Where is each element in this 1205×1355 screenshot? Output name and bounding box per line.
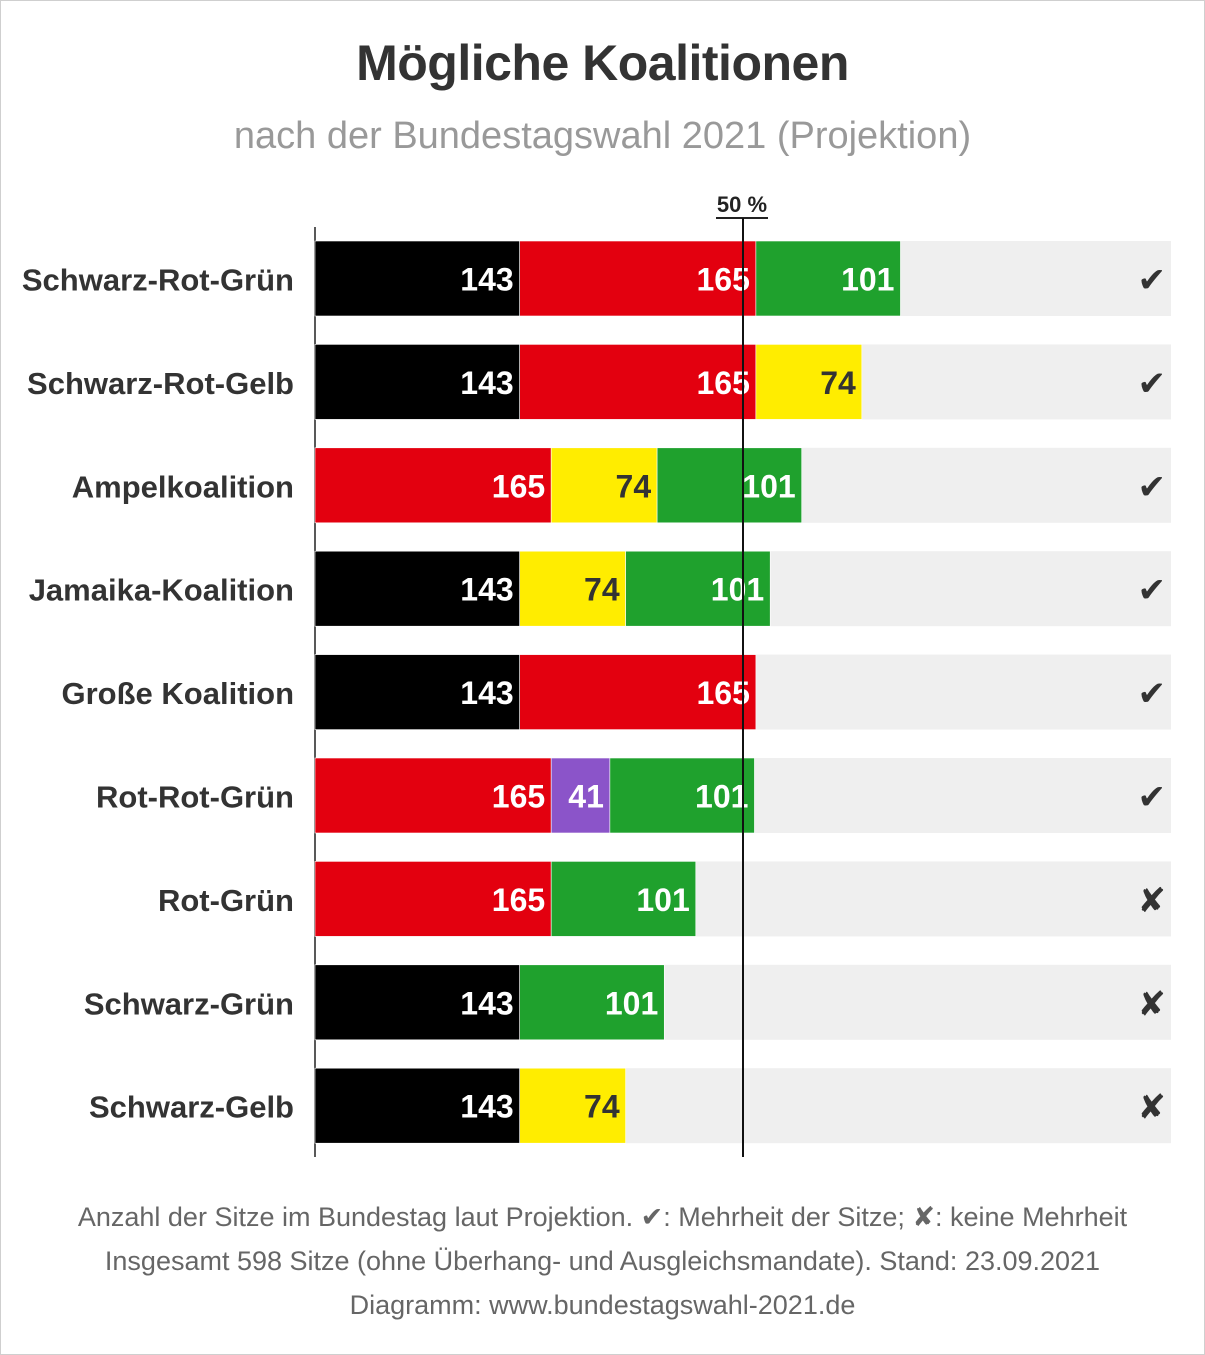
- data-label: 143: [460, 572, 513, 608]
- data-label: 165: [492, 468, 545, 504]
- bar-segment-fdp: [519, 1067, 626, 1144]
- data-label: 165: [696, 675, 749, 711]
- data-label: 101: [605, 985, 658, 1021]
- bar-segment-spd: [314, 757, 552, 834]
- bar-segment-fdp: [550, 447, 658, 524]
- bar-segment-cdu: [314, 964, 520, 1041]
- bar-segment-spd: [314, 861, 552, 937]
- bar-segment-spd: [519, 654, 757, 730]
- data-label: 165: [492, 882, 545, 918]
- bar-segment-cdu: [314, 1067, 520, 1144]
- no-majority-cross-icon: ✘: [1138, 1088, 1167, 1128]
- bar-segment-spd: [519, 240, 757, 317]
- bar-segment-gruene: [625, 550, 771, 627]
- bar-segment-gruene: [609, 757, 755, 834]
- majority-check-icon: ✔: [1138, 674, 1167, 714]
- bar-segment-cdu: [314, 550, 520, 627]
- majority-marker-label: 50 %: [716, 192, 768, 219]
- data-label: 74: [820, 365, 856, 401]
- bar-segment-gruene: [519, 964, 665, 1041]
- bar-segment-cdu: [314, 240, 520, 317]
- category-label: Jamaika-Koalition: [29, 573, 294, 608]
- majority-check-icon: ✔: [1138, 261, 1167, 301]
- majority-check-icon: ✔: [1138, 571, 1167, 611]
- data-label: 143: [460, 262, 513, 298]
- data-label: 74: [616, 468, 652, 504]
- majority-check-icon: ✔: [1138, 778, 1167, 818]
- data-label: 74: [584, 1089, 620, 1125]
- data-label: 143: [460, 1089, 513, 1125]
- data-label: 165: [696, 262, 749, 298]
- data-label: 101: [695, 779, 748, 815]
- data-label: 101: [636, 882, 689, 918]
- category-label: Schwarz-Grün: [84, 986, 294, 1021]
- bar-segment-fdp: [519, 550, 626, 627]
- category-label: Schwarz-Rot-Grün: [22, 263, 294, 298]
- bar-segment-spd: [314, 447, 552, 524]
- no-majority-cross-icon: ✘: [1138, 984, 1167, 1024]
- chart-subtitle: nach der Bundestagswahl 2021 (Projektion…: [233, 115, 972, 157]
- bar-segment-spd: [519, 344, 757, 420]
- bar-segment-gruene: [755, 240, 901, 317]
- footer-line-1: Anzahl der Sitze im Bundestag laut Proje…: [77, 1202, 1128, 1232]
- data-label: 143: [460, 675, 513, 711]
- footer-line-3: Diagramm: www.bundestagswahl-2021.de: [349, 1290, 856, 1320]
- data-label: 143: [460, 985, 513, 1021]
- data-label: 101: [742, 468, 795, 504]
- bar-segment-gruene: [550, 861, 697, 937]
- bar-segment-cdu: [314, 344, 520, 420]
- no-majority-cross-icon: ✘: [1138, 881, 1167, 921]
- category-label: Rot-Grün: [158, 883, 294, 918]
- data-label: 165: [492, 779, 545, 815]
- majority-check-icon: ✔: [1138, 364, 1167, 404]
- bar-segment-gruene: [656, 447, 802, 524]
- data-label: 101: [711, 572, 764, 608]
- category-label: Schwarz-Rot-Gelb: [27, 366, 294, 401]
- chart-footer: Anzahl der Sitze im Bundestag laut Proje…: [0, 1195, 1205, 1327]
- bar-segment-linke: [550, 757, 611, 834]
- category-label: Rot-Rot-Grün: [96, 780, 294, 815]
- data-label: 143: [460, 365, 513, 401]
- bar-segment-cdu: [314, 654, 520, 730]
- data-label: 101: [841, 262, 894, 298]
- chart-title: Mögliche Koalitionen: [356, 35, 849, 91]
- category-label: Große Koalition: [62, 676, 295, 711]
- data-label: 41: [568, 779, 604, 815]
- category-label: Ampelkoalition: [72, 469, 294, 504]
- coalition-chart: Schwarz-Rot-Grün 143 165 101 ✔ Schwarz-Rot-Ge…: [22, 218, 1171, 1157]
- data-label: 165: [696, 365, 749, 401]
- bar-segment-fdp: [755, 344, 863, 420]
- majority-check-icon: ✔: [1138, 467, 1167, 507]
- footer-line-2: Insgesamt 598 Sitze (ohne Überhang- und …: [104, 1246, 1101, 1276]
- data-label: 74: [584, 572, 620, 608]
- category-label: Schwarz-Gelb: [89, 1090, 294, 1125]
